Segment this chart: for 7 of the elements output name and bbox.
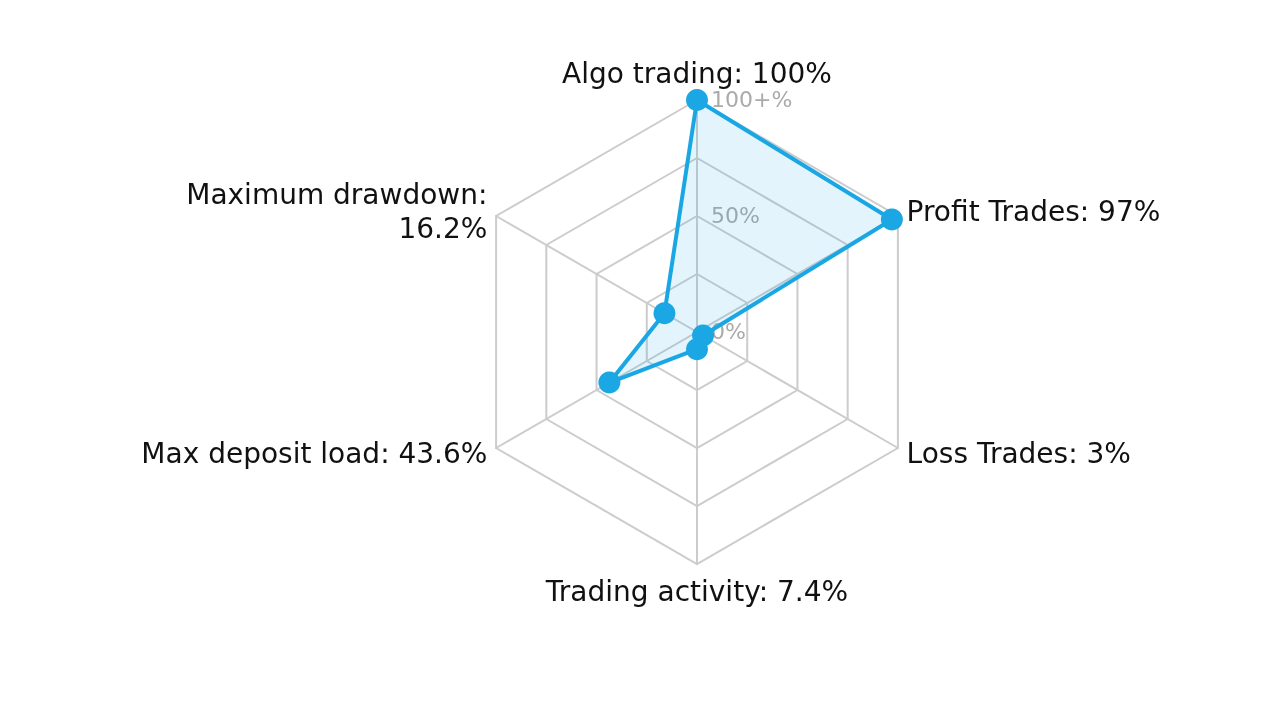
spoke-label: Trading activity: 7.4% <box>544 574 849 608</box>
spoke-label: Loss Trades: 3% <box>906 436 1131 470</box>
y-tick-label: 50% <box>711 202 760 228</box>
spoke-label: Maximum drawdown: 16.2% <box>186 177 488 245</box>
spoke-label: Profit Trades: 97% <box>906 194 1161 228</box>
spoke-label: Max deposit load: 43.6% <box>141 436 488 470</box>
spoke-label: Algo trading: 100% <box>562 56 832 90</box>
